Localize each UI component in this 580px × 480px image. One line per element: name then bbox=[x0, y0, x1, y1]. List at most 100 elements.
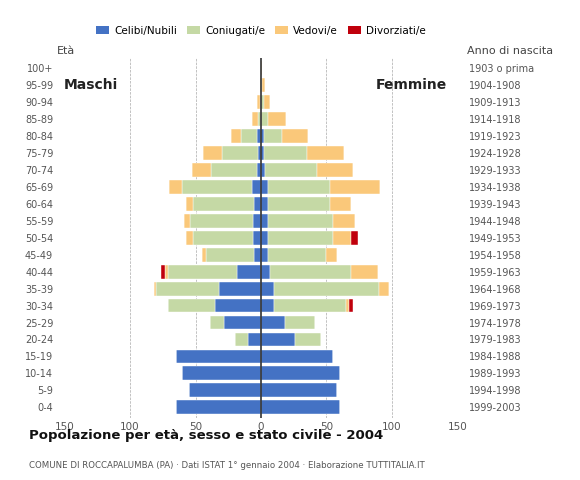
Bar bbox=[261, 315, 285, 329]
Bar bbox=[189, 384, 261, 397]
Bar bbox=[261, 333, 295, 347]
Bar bbox=[351, 230, 358, 245]
Bar bbox=[231, 129, 241, 143]
Bar bbox=[261, 214, 267, 228]
Bar bbox=[261, 264, 270, 278]
Bar bbox=[379, 282, 389, 296]
Bar bbox=[255, 197, 261, 211]
Bar bbox=[274, 299, 346, 312]
Bar bbox=[165, 264, 168, 278]
Bar bbox=[253, 230, 261, 245]
Bar bbox=[349, 299, 353, 312]
Bar bbox=[261, 349, 333, 363]
Bar bbox=[156, 282, 219, 296]
Text: Età: Età bbox=[57, 46, 75, 56]
Bar bbox=[161, 264, 165, 278]
Bar bbox=[186, 197, 193, 211]
Bar bbox=[262, 78, 265, 92]
Bar bbox=[331, 197, 351, 211]
Bar bbox=[224, 315, 261, 329]
Bar bbox=[260, 78, 261, 92]
Bar bbox=[252, 112, 258, 126]
Bar bbox=[267, 230, 333, 245]
Bar bbox=[183, 367, 261, 381]
Bar bbox=[261, 129, 264, 143]
Bar bbox=[261, 180, 267, 193]
Bar bbox=[282, 129, 308, 143]
Bar bbox=[285, 315, 315, 329]
Bar bbox=[255, 248, 261, 262]
Bar bbox=[261, 197, 267, 211]
Bar bbox=[346, 299, 349, 312]
Bar bbox=[235, 333, 248, 347]
Bar bbox=[191, 163, 211, 177]
Bar bbox=[265, 163, 317, 177]
Bar bbox=[261, 230, 267, 245]
Bar bbox=[168, 299, 215, 312]
Bar bbox=[219, 282, 261, 296]
Bar bbox=[261, 367, 339, 381]
Bar bbox=[261, 299, 274, 312]
Bar bbox=[186, 230, 193, 245]
Bar bbox=[331, 180, 380, 193]
Bar bbox=[267, 214, 333, 228]
Text: COMUNE DI ROCCAPALUMBA (PA) · Dati ISTAT 1° gennaio 2004 · Elaborazione TUTTITAL: COMUNE DI ROCCAPALUMBA (PA) · Dati ISTAT… bbox=[29, 461, 425, 470]
Bar bbox=[183, 180, 252, 193]
Bar bbox=[211, 163, 257, 177]
Bar bbox=[261, 384, 337, 397]
Bar bbox=[261, 146, 264, 160]
Bar bbox=[261, 61, 262, 75]
Bar bbox=[264, 146, 307, 160]
Bar bbox=[154, 282, 156, 296]
Bar bbox=[258, 112, 261, 126]
Bar bbox=[267, 248, 327, 262]
Legend: Celibi/Nubili, Coniugati/e, Vedovi/e, Divorziati/e: Celibi/Nubili, Coniugati/e, Vedovi/e, Di… bbox=[92, 22, 430, 40]
Bar bbox=[176, 400, 261, 414]
Bar bbox=[295, 333, 321, 347]
Bar bbox=[257, 95, 260, 108]
Bar bbox=[193, 230, 253, 245]
Bar bbox=[351, 264, 378, 278]
Bar bbox=[264, 129, 282, 143]
Bar bbox=[193, 197, 255, 211]
Bar bbox=[261, 400, 339, 414]
Bar bbox=[253, 214, 261, 228]
Bar bbox=[204, 146, 222, 160]
Bar bbox=[261, 248, 267, 262]
Bar bbox=[176, 349, 261, 363]
Bar bbox=[267, 197, 331, 211]
Text: Popolazione per età, sesso e stato civile - 2004: Popolazione per età, sesso e stato civil… bbox=[29, 429, 383, 442]
Bar bbox=[248, 333, 261, 347]
Bar bbox=[307, 146, 343, 160]
Bar bbox=[260, 95, 261, 108]
Bar bbox=[261, 282, 274, 296]
Text: Anno di nascita: Anno di nascita bbox=[467, 46, 553, 56]
Bar bbox=[274, 282, 379, 296]
Bar bbox=[257, 163, 261, 177]
Text: Maschi: Maschi bbox=[64, 78, 118, 92]
Bar bbox=[190, 214, 253, 228]
Bar bbox=[261, 95, 264, 108]
Bar bbox=[168, 264, 237, 278]
Bar bbox=[210, 315, 224, 329]
Bar bbox=[327, 248, 337, 262]
Bar bbox=[252, 180, 261, 193]
Text: Femmine: Femmine bbox=[376, 78, 447, 92]
Bar bbox=[257, 129, 261, 143]
Bar bbox=[241, 129, 257, 143]
Bar bbox=[333, 214, 356, 228]
Bar bbox=[184, 214, 190, 228]
Bar bbox=[215, 299, 261, 312]
Bar bbox=[261, 112, 267, 126]
Bar bbox=[333, 230, 351, 245]
Bar bbox=[264, 95, 270, 108]
Bar bbox=[206, 248, 255, 262]
Bar bbox=[267, 180, 331, 193]
Bar bbox=[270, 264, 351, 278]
Bar bbox=[261, 78, 262, 92]
Bar bbox=[169, 180, 183, 193]
Bar bbox=[202, 248, 206, 262]
Bar bbox=[237, 264, 261, 278]
Bar bbox=[258, 146, 261, 160]
Bar bbox=[267, 112, 286, 126]
